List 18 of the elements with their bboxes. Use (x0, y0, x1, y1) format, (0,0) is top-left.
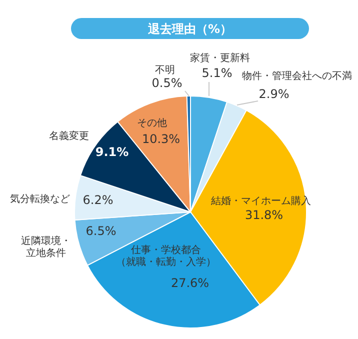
slice-label: 家賃・更新料 (190, 52, 250, 64)
data-label: 27.6% (170, 276, 210, 290)
data-label: 5.1% (202, 66, 232, 80)
data-label: 6.2% (82, 193, 114, 207)
slice-label: 仕事・学校都合（就職・転勤・入学） (116, 244, 216, 268)
data-label: 6.5% (86, 224, 116, 238)
slice-label: その他 (137, 117, 167, 129)
data-label: 2.9% (258, 87, 290, 101)
slice-label: 名義変更 (49, 130, 89, 142)
data-label: 10.3% (142, 132, 180, 146)
slice-label: 不明 (155, 65, 175, 76)
slice-label: 近隣環境・立地条件 (21, 235, 71, 259)
data-label: 31.8% (244, 208, 284, 222)
chart-title: 退去理由（%） (146, 22, 232, 36)
slice-label: 物件・管理会社への不満 (242, 70, 352, 82)
data-label: 9.1% (95, 145, 129, 159)
data-label: 0.5% (152, 76, 182, 90)
slice-label: 気分転換など (10, 193, 70, 205)
